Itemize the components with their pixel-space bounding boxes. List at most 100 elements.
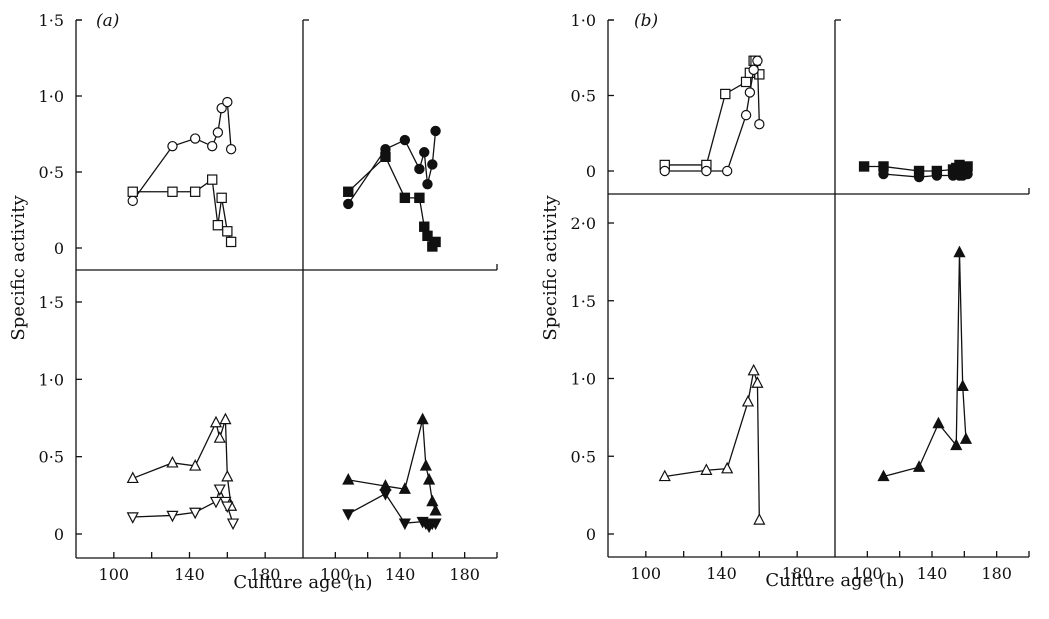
- panel-b-label: (b): [634, 11, 658, 31]
- y-tick-label: 1·5: [39, 11, 64, 30]
- data-point: [877, 469, 890, 482]
- data-point: [216, 192, 227, 204]
- series-square-filled: [343, 151, 441, 252]
- data-point: [127, 186, 138, 197]
- data-point: [858, 161, 870, 172]
- data-point: [166, 455, 179, 468]
- panel-b-bottom-right: [877, 245, 973, 482]
- data-point: [426, 494, 439, 507]
- y-tick-label: 0: [586, 162, 596, 181]
- series-triangle-up-open: [658, 363, 766, 525]
- series-circle-filled: [878, 168, 973, 183]
- data-point: [342, 509, 355, 521]
- series-line: [883, 252, 967, 478]
- data-point: [212, 127, 224, 138]
- panel-a-bottom-left: [126, 412, 240, 531]
- data-point: [399, 134, 411, 146]
- y-tick-label: 1·0: [39, 87, 64, 106]
- series-line: [132, 419, 232, 507]
- x-tick-label: 100: [320, 565, 351, 584]
- data-point: [753, 513, 766, 525]
- data-point: [701, 165, 712, 177]
- series-triangle-down-open: [126, 484, 240, 531]
- y-tick-label: 0: [54, 239, 64, 258]
- y-tick-label: 0·5: [571, 447, 596, 466]
- data-point: [429, 518, 442, 531]
- y-tick-label: 0·5: [39, 163, 64, 182]
- data-point: [380, 151, 391, 162]
- data-point: [226, 518, 240, 531]
- panel-b-top-right: [858, 159, 973, 183]
- y-tick-label: 1·0: [571, 370, 596, 389]
- series-triangle-down-filled: [342, 489, 442, 534]
- data-point: [209, 496, 223, 509]
- data-point: [962, 168, 973, 180]
- data-point: [225, 143, 237, 155]
- marks-layer: [126, 55, 973, 534]
- data-point: [213, 431, 226, 443]
- data-point: [878, 168, 889, 180]
- series-triangle-up-open: [126, 412, 238, 511]
- data-point: [189, 186, 201, 197]
- data-point: [748, 64, 759, 76]
- data-point: [343, 198, 354, 210]
- y-tick-label: 1·0: [571, 11, 596, 30]
- data-point: [422, 178, 433, 190]
- data-point: [747, 363, 760, 376]
- data-point: [912, 460, 926, 472]
- series-line: [132, 178, 232, 243]
- data-point: [751, 376, 764, 388]
- series-circle-open: [659, 55, 765, 177]
- x-tick-label: 100: [852, 564, 883, 583]
- data-point: [189, 133, 201, 144]
- data-point: [659, 165, 670, 177]
- y-tick-label: 0: [54, 525, 64, 544]
- x-tick-label: 180: [782, 564, 813, 583]
- data-point: [398, 482, 411, 494]
- data-point: [419, 147, 430, 158]
- x-tick-label: 180: [981, 564, 1012, 583]
- data-point: [209, 415, 223, 428]
- axes-layer: 0 0·5 1·0 1·5 0 0·5 1·0 1·5 100 140 180 100 140 180 0 0…: [39, 11, 1030, 584]
- x-tick-label: 180: [449, 565, 480, 584]
- x-tick-label: 180: [250, 565, 281, 584]
- data-point: [956, 379, 969, 391]
- data-point: [950, 438, 963, 451]
- x-tick-label: 140: [385, 565, 416, 584]
- data-point: [206, 140, 218, 152]
- data-point: [222, 96, 233, 108]
- series-square-open: [127, 174, 237, 248]
- data-point: [207, 174, 218, 185]
- data-point: [167, 140, 178, 152]
- data-point: [721, 461, 734, 474]
- data-point: [741, 394, 755, 407]
- data-point: [754, 118, 765, 130]
- data-point: [419, 459, 432, 471]
- data-point: [959, 432, 973, 444]
- data-point: [167, 186, 178, 197]
- y-tick-label: 1·5: [39, 293, 64, 312]
- data-point: [225, 236, 237, 248]
- data-point: [189, 459, 202, 471]
- data-point: [430, 125, 441, 137]
- data-point: [931, 170, 943, 181]
- data-point: [913, 171, 925, 183]
- data-point: [429, 503, 442, 516]
- data-point: [932, 416, 945, 429]
- data-point: [399, 192, 411, 204]
- data-point: [422, 230, 433, 242]
- data-point: [189, 507, 202, 520]
- data-point: [721, 165, 733, 177]
- data-point: [419, 221, 430, 232]
- series-triangle-up-filled: [342, 412, 442, 516]
- data-point: [342, 472, 355, 485]
- x-tick-label: 140: [174, 565, 205, 584]
- data-point: [166, 510, 179, 523]
- data-point: [343, 186, 354, 197]
- data-point: [379, 489, 392, 501]
- x-tick-label: 140: [706, 564, 737, 583]
- data-point: [720, 88, 731, 100]
- series-line: [348, 419, 437, 512]
- series-line: [132, 487, 234, 524]
- data-point: [221, 501, 234, 514]
